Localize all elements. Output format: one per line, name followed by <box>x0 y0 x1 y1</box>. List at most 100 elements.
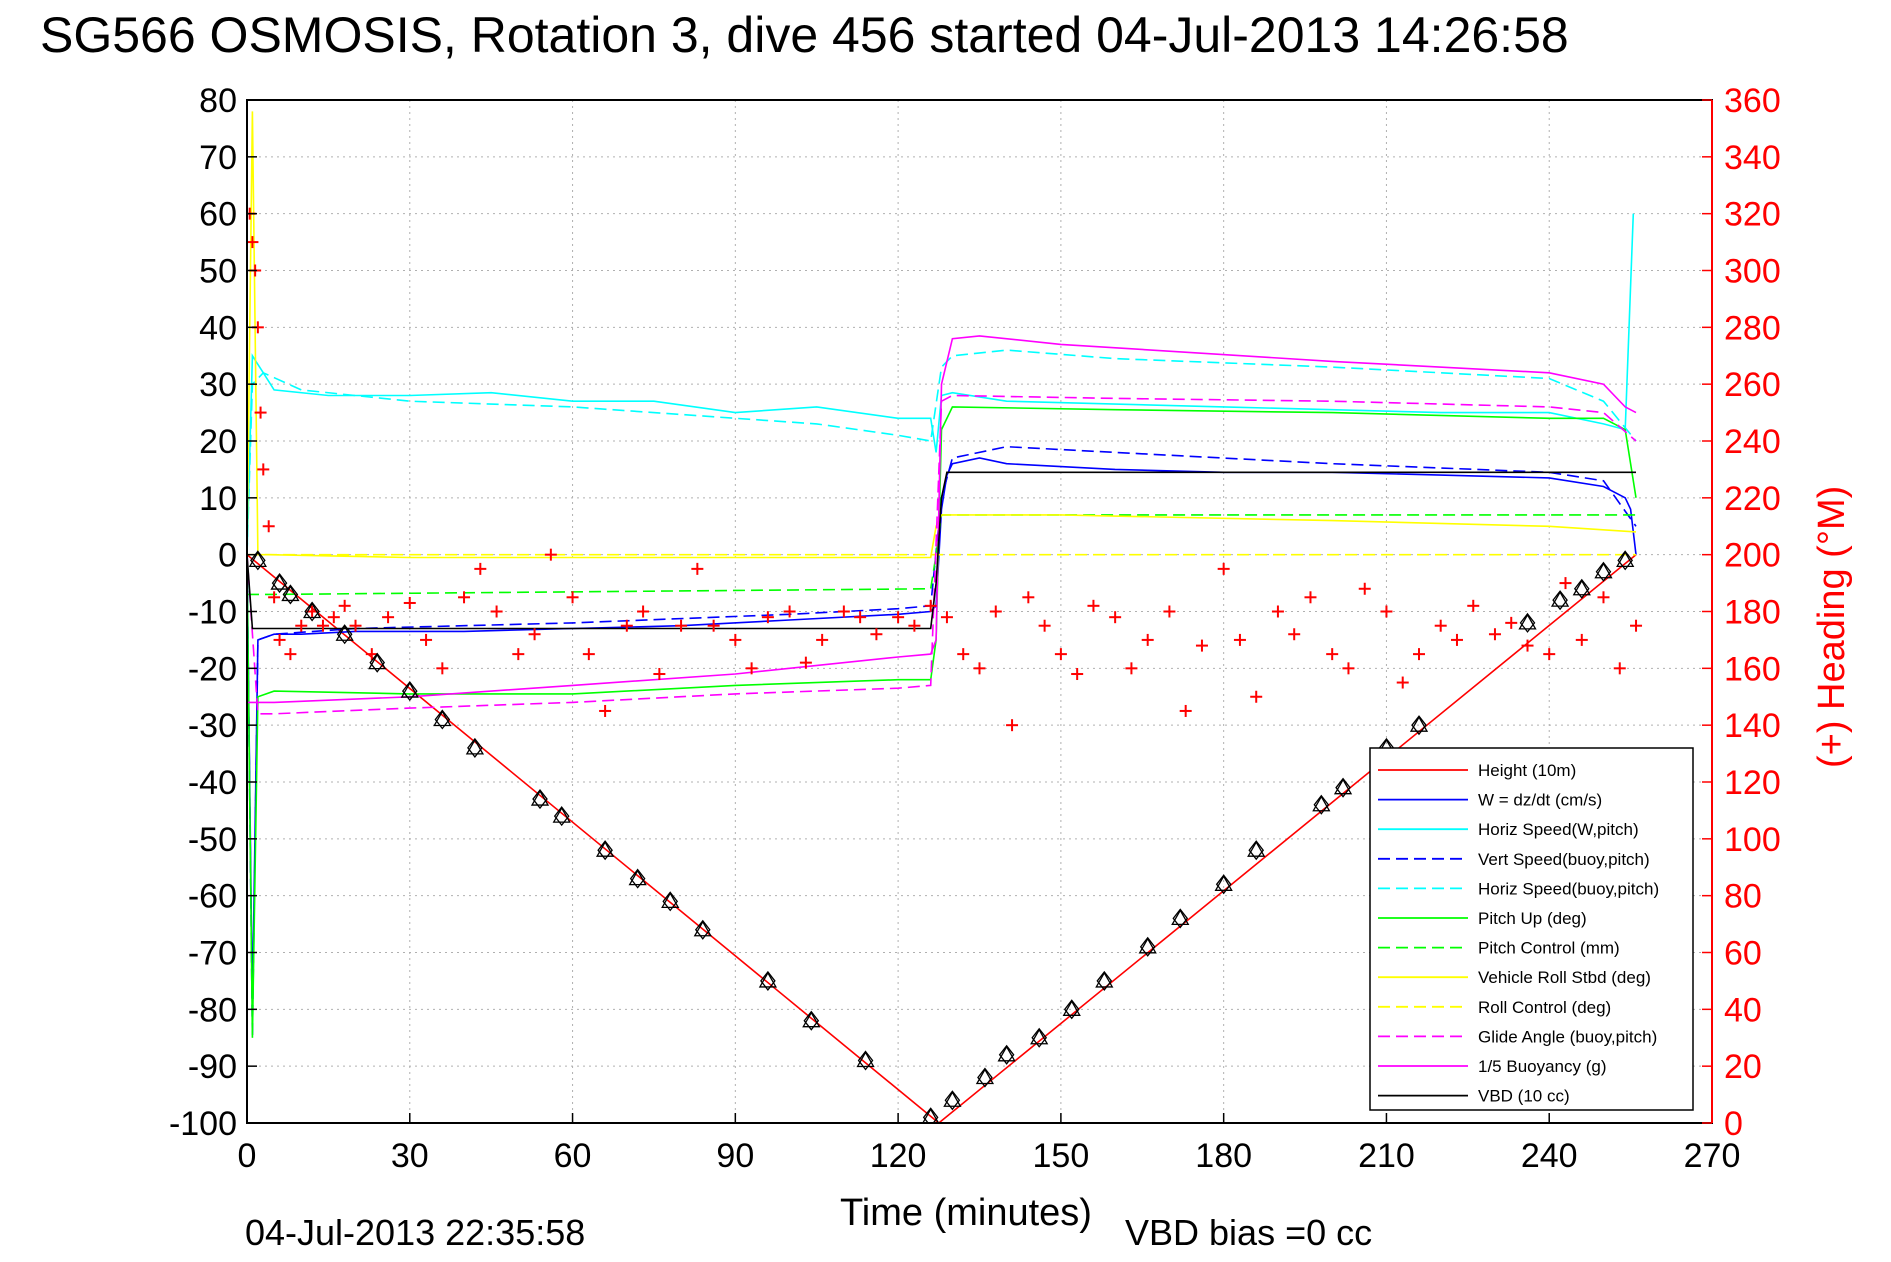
heading-point <box>940 611 953 624</box>
heading-point <box>1125 662 1138 675</box>
depth-marker <box>465 737 485 758</box>
y-right-tick-label: 200 <box>1724 537 1781 575</box>
heading-point <box>1038 619 1051 632</box>
depth-marker <box>1572 578 1591 599</box>
depth-marker <box>1095 970 1114 991</box>
heading-point <box>691 562 704 575</box>
y-right-tick-label: 120 <box>1724 764 1781 802</box>
heading-point <box>1613 662 1626 675</box>
heading-point <box>637 605 650 618</box>
legend-label-roll-control-deg: Roll Control (deg) <box>1478 998 1611 1017</box>
heading-point <box>1413 648 1425 661</box>
heading-point <box>1326 648 1339 661</box>
depth-marker <box>661 891 680 912</box>
y-tick-label: 30 <box>199 366 237 404</box>
heading-point <box>365 648 378 661</box>
heading-point <box>1358 582 1371 595</box>
heading-point <box>761 611 774 624</box>
legend-label-horiz-speed-w-pitch: Horiz Speed(W,pitch) <box>1478 820 1639 839</box>
series-line-horiz-speed-buoy-pitch <box>247 349 1637 555</box>
heading-point <box>262 520 275 533</box>
depth-marker <box>943 1090 962 1111</box>
heading-point <box>924 599 937 612</box>
heading-point <box>1575 633 1588 646</box>
y-tick-label: 80 <box>199 82 237 120</box>
series-group <box>247 111 1637 1123</box>
heading-point <box>1163 605 1176 618</box>
chart-title: SG566 OSMOSIS, Rotation 3, dive 456 star… <box>40 7 1569 63</box>
heading-point <box>745 662 758 675</box>
heading-point <box>989 605 1002 618</box>
x-tick-label: 90 <box>716 1137 754 1175</box>
heading-point <box>247 236 259 249</box>
y-right-tick-label: 280 <box>1724 309 1781 347</box>
heading-point <box>957 648 970 661</box>
heading-point <box>1109 611 1122 624</box>
y-tick-label: -20 <box>188 650 237 688</box>
heading-point <box>420 633 433 646</box>
legend-label-horiz-speed-buoy-pitch: Horiz Speed(buoy,pitch) <box>1478 879 1659 898</box>
x-tick-label: 210 <box>1358 1137 1415 1175</box>
heading-point <box>1195 639 1208 652</box>
heading-point <box>653 668 666 681</box>
x-tick-label: 0 <box>238 1137 257 1175</box>
heading-point <box>620 619 633 632</box>
depth-marker <box>628 868 647 889</box>
depth-marker <box>1030 1027 1049 1048</box>
heading-point <box>1543 648 1556 661</box>
y-right-tick-label: 140 <box>1724 707 1781 745</box>
heading-point <box>338 599 351 612</box>
y-tick-label: -40 <box>188 764 237 802</box>
y-right-tick-label: 300 <box>1724 253 1781 291</box>
heading-point <box>973 662 986 675</box>
heading-point <box>1054 648 1067 661</box>
legend-label-vbd-10-cc: VBD (10 cc) <box>1478 1087 1570 1106</box>
x-tick-label: 150 <box>1033 1137 1090 1175</box>
x-tick-label: 240 <box>1521 1137 1578 1175</box>
depth-marker <box>1550 590 1570 611</box>
heading-point <box>1488 628 1501 641</box>
y-tick-label: -50 <box>188 821 237 859</box>
heading-point <box>1217 562 1230 575</box>
y-tick-label: -30 <box>188 707 237 745</box>
y-right-tick-label: 260 <box>1724 366 1781 404</box>
y-right-tick-label: 60 <box>1724 935 1762 973</box>
heading-points <box>247 207 1643 732</box>
heading-point <box>544 548 557 561</box>
depth-marker <box>302 601 322 622</box>
y-right-tick-label: 20 <box>1724 1048 1762 1086</box>
heading-point <box>675 619 688 632</box>
heading-point <box>295 619 308 632</box>
heading-point <box>1450 633 1463 646</box>
series-line-pitch-up-deg <box>247 406 1637 1038</box>
y-right-tick-label: 320 <box>1724 196 1781 234</box>
heading-point <box>1304 591 1317 604</box>
depth-marker <box>595 840 615 861</box>
heading-point <box>316 619 329 632</box>
heading-point <box>1434 619 1447 632</box>
y-tick-label: -10 <box>188 594 237 632</box>
legend-box <box>1369 747 1694 1111</box>
legend-label-1-5-buoyancy-g: 1/5 Buoyancy (g) <box>1478 1057 1607 1076</box>
y-right-tick-label: 0 <box>1724 1105 1743 1143</box>
legend: Height (10m) W = dz/dt (cm/s) Horiz Speed(… <box>1369 747 1694 1111</box>
heading-point <box>349 619 362 632</box>
right-axis-label: (+) Heading (°M) <box>1811 486 1853 768</box>
heading-point <box>1179 704 1192 717</box>
vbd-bias-label: VBD bias =0 cc <box>1125 1212 1372 1253</box>
heading-point <box>268 591 281 604</box>
heading-point <box>1396 676 1409 689</box>
heading-point <box>1250 690 1263 703</box>
legend-label-pitch-up-deg: Pitch Up (deg) <box>1478 909 1587 928</box>
legend-label-vehicle-roll-stbd-deg: Vehicle Roll Stbd (deg) <box>1478 968 1651 987</box>
heading-point <box>1342 662 1355 675</box>
y-right-tick-label: 360 <box>1724 82 1781 120</box>
heading-point <box>908 619 921 632</box>
x-axis-label: Time (minutes) <box>840 1192 1092 1234</box>
heading-point <box>1071 668 1084 681</box>
legend-label-glide-angle-buoy-pitch: Glide Angle (buoy,pitch) <box>1478 1027 1657 1046</box>
depth-marker <box>1409 715 1429 736</box>
series-line-1-5-buoyancy-g <box>247 335 1637 704</box>
y-right-tick-label: 180 <box>1724 594 1781 632</box>
